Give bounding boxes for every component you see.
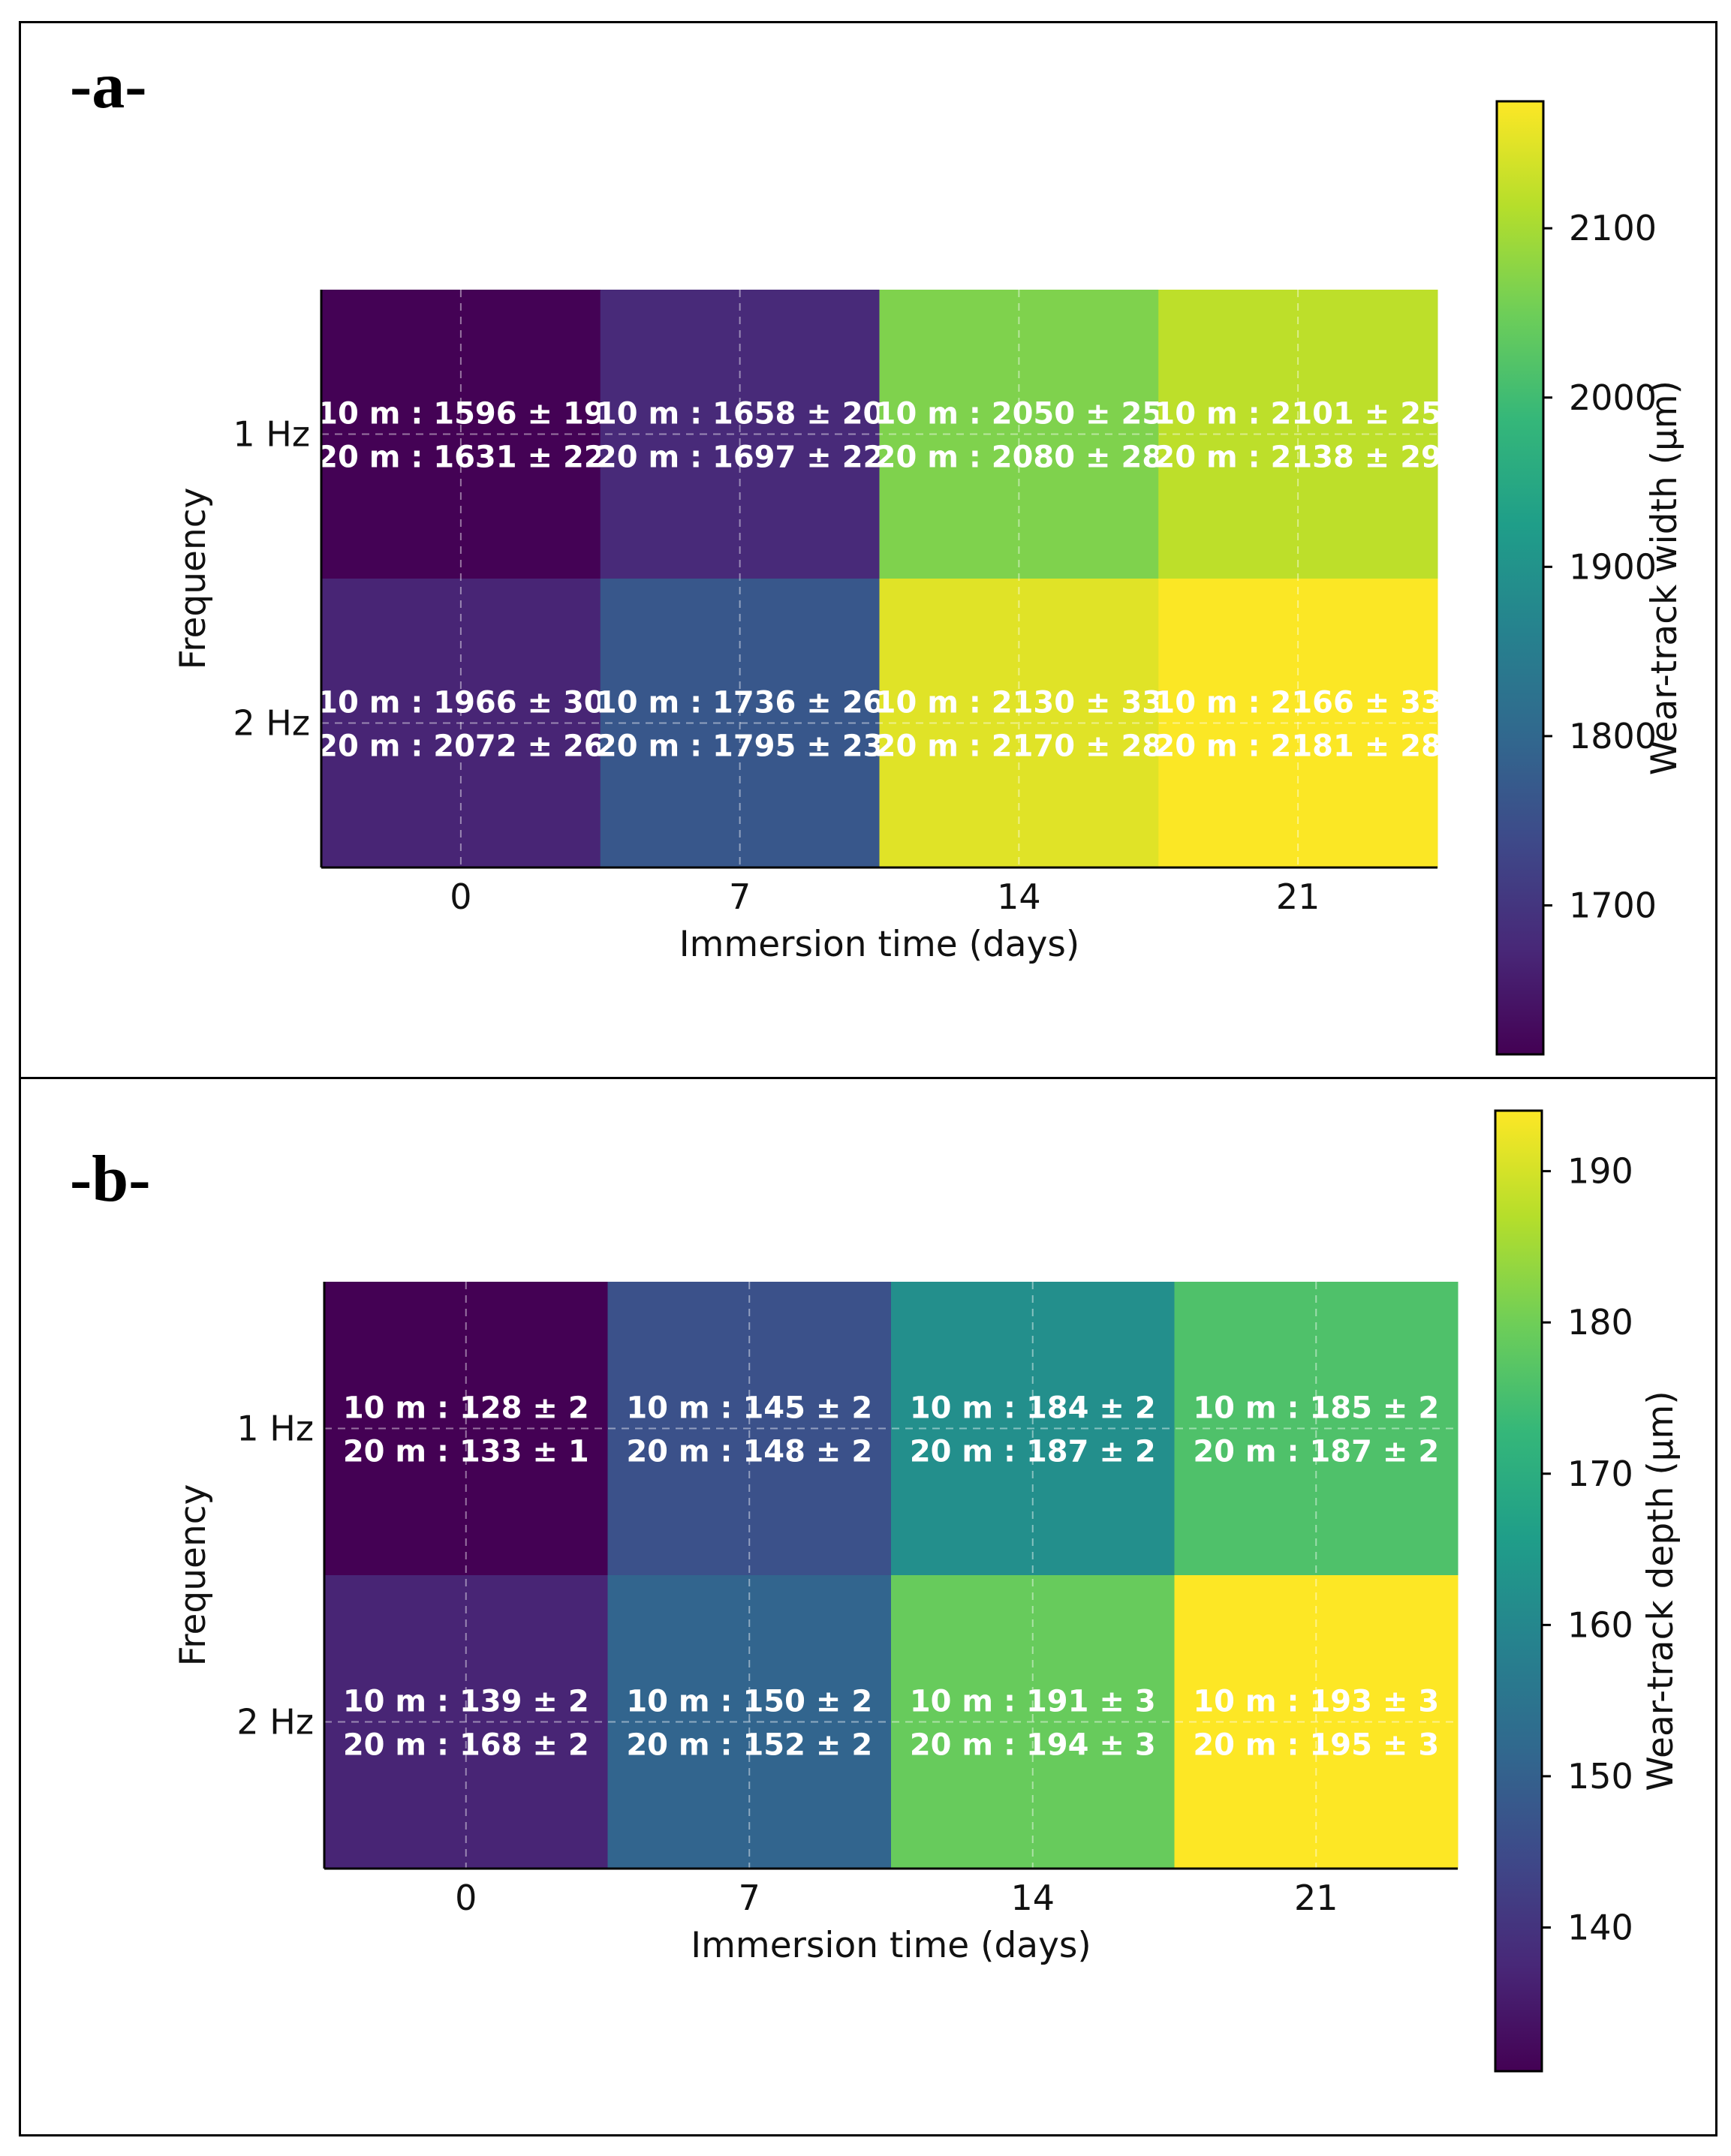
cell-label: 10 m : 1596 ± 19 bbox=[317, 397, 604, 432]
cell-label: 10 m : 193 ± 3 bbox=[1193, 1685, 1439, 1719]
heatmap-cell bbox=[324, 1575, 608, 1869]
heatmap-cell bbox=[879, 579, 1159, 868]
y-axis-label: Frequency bbox=[173, 1484, 214, 1667]
x-tick-label: 21 bbox=[1276, 877, 1320, 917]
heatmap-cell bbox=[321, 290, 601, 579]
heatmap-cell bbox=[600, 290, 880, 579]
cell-label: 20 m : 133 ± 1 bbox=[343, 1435, 589, 1469]
x-tick-label: 7 bbox=[729, 877, 751, 917]
cell-label: 20 m : 2181 ± 28 bbox=[1154, 729, 1441, 764]
cell-label: 10 m : 150 ± 2 bbox=[626, 1685, 872, 1719]
cell-label: 10 m : 1736 ± 26 bbox=[596, 686, 884, 720]
colorbar-tick-label: 190 bbox=[1567, 1151, 1633, 1192]
colorbar-tick-label: 140 bbox=[1567, 1908, 1633, 1948]
cell-label: 20 m : 2080 ± 28 bbox=[875, 441, 1163, 475]
cell-label: 10 m : 1658 ± 20 bbox=[596, 397, 884, 432]
cell-label: 10 m : 2130 ± 33 bbox=[875, 686, 1163, 720]
panel-a: -a- 10 m : 1596 ± 19 20 m : 1631 ± 22 10 m… bbox=[19, 21, 1717, 1079]
cell-label: 10 m : 139 ± 2 bbox=[343, 1685, 589, 1719]
panel-b: -b- 10 m : 128 ± 2 20 m : 133 ± 1 10 m : 1… bbox=[19, 1077, 1717, 2136]
cell-label: 20 m : 2138 ± 29 bbox=[1154, 441, 1441, 475]
cell-label: 10 m : 184 ± 2 bbox=[910, 1391, 1156, 1426]
cell-label: 20 m : 1795 ± 23 bbox=[596, 729, 884, 764]
heatmap-cell bbox=[1158, 290, 1438, 579]
colorbar-label: Wear-track depth (µm) bbox=[1640, 1391, 1681, 1791]
colorbar-tick-label: 160 bbox=[1567, 1604, 1633, 1645]
heatmap-cell bbox=[607, 1575, 892, 1869]
cell-label: 20 m : 1631 ± 22 bbox=[317, 441, 604, 475]
cell-label: 20 m : 2072 ± 26 bbox=[317, 729, 604, 764]
cell-label: 20 m : 2170 ± 28 bbox=[875, 729, 1163, 764]
colorbar-tick-label: 1700 bbox=[1569, 885, 1657, 925]
cell-label: 10 m : 191 ± 3 bbox=[910, 1685, 1156, 1719]
heatmap-cell bbox=[321, 579, 601, 868]
y-tick-label: 2 Hz bbox=[233, 703, 310, 744]
cell-label: 10 m : 145 ± 2 bbox=[626, 1391, 872, 1426]
heatmap-cell bbox=[1174, 1575, 1459, 1869]
colorbar bbox=[1495, 100, 1545, 1056]
x-tick-label: 0 bbox=[450, 877, 471, 917]
x-axis-label: Immersion time (days) bbox=[679, 924, 1079, 965]
heatmap-cell bbox=[1158, 579, 1438, 868]
cell-label: 20 m : 152 ± 2 bbox=[626, 1728, 872, 1763]
colorbar-tick-label: 180 bbox=[1567, 1302, 1633, 1343]
heatmap-cell bbox=[1174, 1282, 1459, 1576]
x-tick-label: 21 bbox=[1294, 1878, 1338, 1918]
panel-label: -b- bbox=[70, 1143, 151, 1216]
colorbar-tick-label: 2100 bbox=[1569, 208, 1657, 248]
panel-label: -a- bbox=[70, 50, 147, 122]
y-tick-label: 1 Hz bbox=[233, 414, 310, 455]
y-tick-label: 2 Hz bbox=[236, 1702, 314, 1743]
x-tick-label: 14 bbox=[1010, 1878, 1055, 1918]
x-tick-label: 14 bbox=[997, 877, 1041, 917]
colorbar-tick-label: 2000 bbox=[1569, 377, 1657, 418]
cell-label: 10 m : 2166 ± 33 bbox=[1154, 686, 1441, 720]
cell-label: 20 m : 148 ± 2 bbox=[626, 1435, 872, 1469]
colorbar-tick-label: 1800 bbox=[1569, 716, 1657, 756]
cell-label: 10 m : 1966 ± 30 bbox=[317, 686, 604, 720]
cell-label: 20 m : 187 ± 2 bbox=[1193, 1435, 1439, 1469]
heatmap-cell bbox=[879, 290, 1159, 579]
cell-label: 20 m : 1697 ± 22 bbox=[596, 441, 884, 475]
cell-label: 20 m : 195 ± 3 bbox=[1193, 1728, 1439, 1763]
x-tick-label: 0 bbox=[455, 1878, 477, 1918]
heatmap-chart: 10 m : 128 ± 2 20 m : 133 ± 1 10 m : 145 ±… bbox=[173, 1109, 1681, 2073]
colorbar-tick-label: 170 bbox=[1567, 1454, 1633, 1494]
colorbar-label: Wear-track width (µm) bbox=[1644, 380, 1685, 775]
cell-label: 10 m : 128 ± 2 bbox=[343, 1391, 589, 1426]
cell-label: 10 m : 185 ± 2 bbox=[1193, 1391, 1439, 1426]
colorbar bbox=[1494, 1109, 1543, 2073]
heatmap-cell bbox=[891, 1282, 1175, 1576]
cell-label: 10 m : 2101 ± 25 bbox=[1154, 397, 1441, 432]
heatmap-chart: 10 m : 1596 ± 19 20 m : 1631 ± 22 10 m : 1… bbox=[173, 100, 1685, 1056]
colorbar-tick-label: 1900 bbox=[1569, 546, 1657, 587]
cell-label: 20 m : 168 ± 2 bbox=[343, 1728, 589, 1763]
heatmap-cell bbox=[600, 579, 880, 868]
cell-label: 20 m : 187 ± 2 bbox=[910, 1435, 1156, 1469]
y-axis-label: Frequency bbox=[173, 488, 214, 670]
cell-label: 20 m : 194 ± 3 bbox=[910, 1728, 1156, 1763]
heatmap-cell bbox=[607, 1282, 892, 1576]
cell-label: 10 m : 2050 ± 25 bbox=[875, 397, 1163, 432]
heatmap-cell bbox=[324, 1282, 608, 1576]
x-axis-label: Immersion time (days) bbox=[691, 1925, 1091, 1966]
heatmap-cell bbox=[891, 1575, 1175, 1869]
colorbar-tick-label: 150 bbox=[1567, 1756, 1633, 1797]
x-tick-label: 7 bbox=[739, 1878, 760, 1918]
y-tick-label: 1 Hz bbox=[236, 1409, 314, 1449]
